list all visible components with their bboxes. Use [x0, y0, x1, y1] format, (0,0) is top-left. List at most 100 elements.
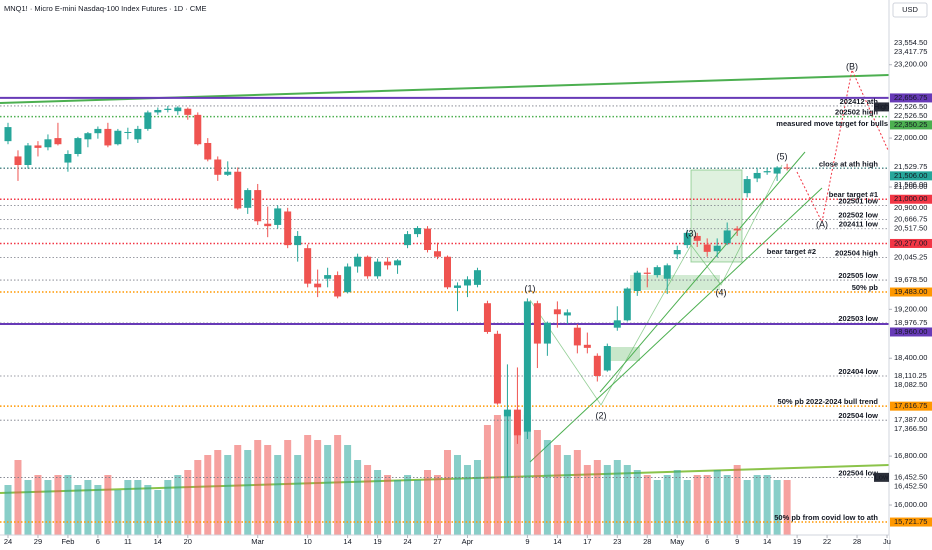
x-tick-label: 28 — [853, 537, 861, 546]
volume-bar — [344, 445, 352, 535]
candle-body — [74, 138, 82, 154]
level-note: 202501 low — [838, 196, 878, 205]
candle-body — [94, 128, 102, 134]
candle-body — [144, 112, 152, 129]
volume-bar — [583, 465, 591, 535]
volume-bar — [693, 475, 701, 535]
volume-bar — [204, 455, 212, 535]
candle-body — [264, 223, 272, 227]
x-tick-label: 14 — [343, 537, 351, 546]
volume-bar — [374, 470, 382, 535]
candle-body — [633, 272, 641, 291]
candle-body — [713, 245, 721, 252]
x-tick-label: 20 — [184, 537, 192, 546]
price-badge — [890, 517, 932, 527]
volume-bar — [623, 465, 631, 535]
candle-body — [443, 256, 451, 288]
candle-body — [374, 261, 382, 277]
level-note: 202412 ath — [840, 97, 879, 106]
price-label: 20,277.00 — [894, 238, 927, 247]
annotation: bear target #2 — [767, 247, 816, 256]
candle-body — [224, 171, 232, 175]
currency[interactable]: USD — [902, 5, 918, 14]
volume-bar — [84, 480, 92, 535]
volume-bar — [753, 475, 761, 535]
currency-box[interactable] — [892, 2, 928, 18]
volume-bar — [553, 445, 561, 535]
candle-body — [763, 171, 771, 173]
price-label: 21,000.00 — [894, 194, 927, 203]
candle-body — [653, 267, 661, 276]
volume-bar — [354, 460, 362, 535]
volume-bar — [513, 420, 521, 535]
wave-label: (1) — [525, 283, 536, 293]
volume-bar — [74, 485, 82, 535]
x-tick-label: Apr — [462, 537, 474, 546]
candle-body — [304, 248, 312, 284]
x-tick-label: 9 — [525, 537, 529, 546]
candle-body — [24, 145, 32, 166]
price-label: 20,900.00 — [894, 203, 927, 212]
volume-bar — [424, 470, 432, 535]
candle-body — [414, 227, 422, 235]
candle-body — [463, 279, 471, 286]
price-label: 17,387.00 — [894, 415, 927, 424]
candle-body — [513, 409, 521, 436]
price-label: 22,350.25 — [894, 120, 927, 129]
candle-body — [673, 250, 681, 255]
x-tick-label: 11 — [124, 537, 132, 546]
wave-label: (5) — [777, 151, 788, 161]
candle-body — [753, 172, 761, 179]
candle-body — [344, 266, 352, 293]
price-label: 16,452.50 — [894, 472, 927, 481]
candle-body — [334, 275, 342, 297]
tag-badge — [874, 472, 889, 482]
candle-body — [424, 228, 432, 251]
candle-body — [154, 109, 162, 113]
volume-bar — [733, 465, 741, 535]
x-tick-label: 6 — [96, 537, 100, 546]
price-label: 19,483.00 — [894, 287, 927, 296]
volume-bar — [274, 455, 282, 535]
x-tick-label: 10 — [303, 537, 311, 546]
candle-body — [533, 303, 541, 344]
candle-body — [483, 303, 491, 332]
y-tick-label: 22,000.00 — [894, 133, 927, 142]
volume-bar — [154, 490, 162, 535]
candle-body — [384, 261, 392, 266]
volume-bar — [573, 450, 581, 535]
volume-bar — [214, 450, 222, 535]
volume-bar — [34, 475, 42, 535]
wave-label: (B) — [846, 61, 858, 71]
price-badge — [890, 171, 932, 181]
volume-bar — [434, 475, 442, 535]
price-label: 18,110.25 — [894, 371, 927, 380]
volume-bar — [543, 440, 551, 535]
volume-bar — [194, 460, 202, 535]
price-label: 20,666.75 — [894, 215, 927, 224]
price-badge — [890, 120, 932, 130]
volume-bar — [384, 475, 392, 535]
x-tick-label: 22 — [823, 537, 831, 546]
volume-layer — [4, 410, 791, 535]
volume-bar — [463, 465, 471, 535]
candle-body — [593, 355, 601, 376]
volume-bar — [653, 480, 661, 535]
level-note: 202503 low — [838, 314, 878, 323]
candle-body — [503, 409, 511, 417]
x-tick-label: 23 — [613, 537, 621, 546]
volume-bar — [174, 475, 182, 535]
candle-body — [274, 208, 282, 225]
x-tick-label: Mar — [251, 537, 264, 546]
level-note: 202404 low — [838, 367, 878, 376]
tag-label: High — [874, 102, 889, 111]
candle-body — [234, 171, 242, 209]
volume-bar — [224, 455, 232, 535]
level-note: 50% pb — [852, 283, 879, 292]
x-tick-label: 17 — [583, 537, 591, 546]
candle-body — [663, 265, 671, 279]
candle-body — [284, 211, 292, 246]
candle-body — [703, 244, 711, 252]
